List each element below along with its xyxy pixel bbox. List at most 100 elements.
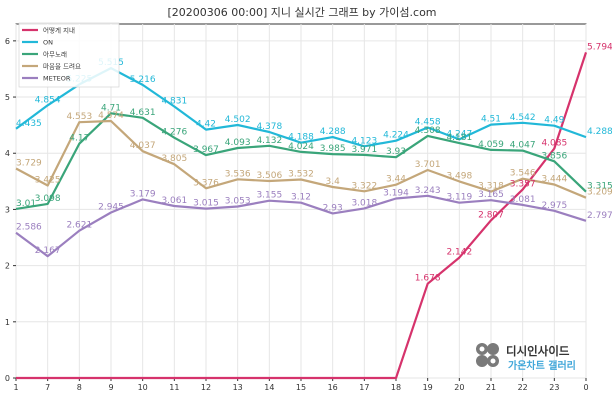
x-tick-label: 1 [13, 383, 18, 392]
data-label: 2.621 [66, 221, 92, 231]
data-label: 4.085 [541, 138, 567, 148]
data-label: 4.42 [196, 120, 216, 130]
data-label: 4.553 [66, 112, 92, 122]
data-label: 4.047 [510, 141, 536, 151]
data-label: 3.506 [256, 171, 282, 181]
data-label: 4.123 [351, 136, 377, 146]
data-label: 3.098 [35, 194, 61, 204]
data-label: 2.975 [541, 201, 567, 211]
data-label: 3.053 [225, 196, 251, 206]
data-label: 4.631 [130, 108, 156, 118]
x-tick-label: 7 [45, 383, 50, 392]
data-label: 3.315 [587, 182, 612, 192]
data-label: 3.44 [386, 175, 406, 185]
data-label: 3.856 [541, 151, 567, 161]
x-tick-label: 18 [391, 383, 401, 392]
data-label: 4.288 [320, 127, 346, 137]
data-label: 4.854 [35, 95, 61, 105]
data-label: 4.188 [288, 133, 314, 143]
watermark-bottom: 가온차트 갤러리 [508, 359, 576, 372]
data-label: 3.425 [35, 176, 61, 186]
data-label: 3.119 [446, 193, 472, 203]
data-label: 3.729 [16, 158, 42, 168]
legend-entry: METEOR [43, 75, 71, 83]
x-tick-label: 9 [108, 383, 113, 392]
data-label: 4.288 [587, 127, 612, 137]
legend-entry: 마음을 드려요 [43, 62, 81, 71]
data-label: 3.01 [16, 199, 36, 209]
y-tick-label: 6 [5, 37, 10, 46]
x-tick-label: 19 [423, 383, 433, 392]
x-tick-label: 8 [77, 383, 82, 392]
data-label: 3.4 [326, 177, 341, 187]
x-tick-label: 11 [169, 383, 179, 392]
x-tick-label: 16 [328, 383, 338, 392]
data-label: 3.015 [193, 199, 219, 209]
data-label: 3.444 [541, 174, 567, 184]
x-tick-label: 21 [486, 383, 496, 392]
series-line-0 [16, 52, 588, 380]
data-label: 4.308 [415, 126, 441, 136]
data-label: 3.967 [193, 145, 219, 155]
legend-entry: 아무노래 [43, 50, 67, 59]
data-label: 3.971 [351, 145, 377, 155]
data-label: 3.805 [161, 154, 187, 164]
data-label: 4.024 [288, 142, 314, 152]
x-tick-label: 0 [583, 383, 588, 392]
data-label: 3.194 [383, 189, 409, 199]
series-lines [15, 52, 588, 380]
data-label: 3.985 [320, 144, 346, 154]
dcinside-logo-icon [476, 343, 499, 367]
data-label: 5.216 [130, 75, 156, 85]
data-label: 4.247 [446, 129, 472, 139]
data-label: 4.458 [415, 118, 441, 128]
data-label: 3.322 [351, 181, 377, 191]
data-label: 4.224 [383, 131, 409, 141]
data-label: 4.49 [544, 116, 564, 126]
x-tick-label: 12 [201, 383, 211, 392]
y-tick-label: 2 [5, 262, 10, 271]
x-axis: 1 7 8 9 10 11 12 13 14 15 16 17 18 19 20 21 22 23 0 [13, 378, 589, 392]
data-label: 3.243 [415, 186, 441, 196]
data-label: 4.059 [478, 140, 504, 150]
data-label: 4.181 [446, 133, 472, 143]
data-label: 3.018 [351, 198, 377, 208]
data-label: 4.17 [69, 134, 89, 144]
data-label: 3.155 [256, 191, 282, 201]
data-label: 2.167 [35, 246, 61, 256]
data-label: 4.502 [225, 115, 251, 125]
y-tick-label: 5 [5, 93, 10, 102]
data-label: 4.378 [256, 122, 282, 132]
data-label: 2.945 [98, 203, 124, 213]
data-label: 2.142 [446, 248, 472, 258]
x-tick-label: 17 [359, 383, 369, 392]
y-tick-label: 3 [5, 205, 10, 214]
x-tick-label: 13 [233, 383, 243, 392]
data-label: 2.797 [587, 211, 612, 221]
data-label: 4.831 [161, 97, 187, 107]
x-tick-label: 22 [518, 383, 528, 392]
data-label: 3.357 [510, 179, 536, 189]
data-label: 4.71 [101, 103, 121, 113]
series-line-3 [15, 119, 587, 199]
data-label: 3.318 [478, 182, 504, 192]
data-label: 2.807 [478, 210, 504, 220]
data-label: 3.061 [161, 196, 187, 206]
data-label: 2.93 [323, 203, 343, 213]
data-label: 3.376 [193, 178, 219, 188]
y-tick-label: 1 [5, 318, 10, 327]
series-line-4 [15, 194, 587, 258]
data-label: 3.546 [510, 169, 536, 179]
x-tick-label: 23 [549, 383, 559, 392]
data-label: 4.574 [98, 111, 124, 121]
x-tick-label: 15 [296, 383, 306, 392]
data-label: 3.179 [130, 189, 156, 199]
series-line-2 [15, 112, 587, 210]
data-label: 5.794 [587, 42, 612, 52]
x-tick-label: 10 [138, 383, 148, 392]
x-tick-label: 14 [264, 383, 274, 392]
grid [15, 24, 587, 379]
chart-title: [20200306 00:00] 지니 실시간 그래프 by 가이섬.com [167, 6, 436, 19]
